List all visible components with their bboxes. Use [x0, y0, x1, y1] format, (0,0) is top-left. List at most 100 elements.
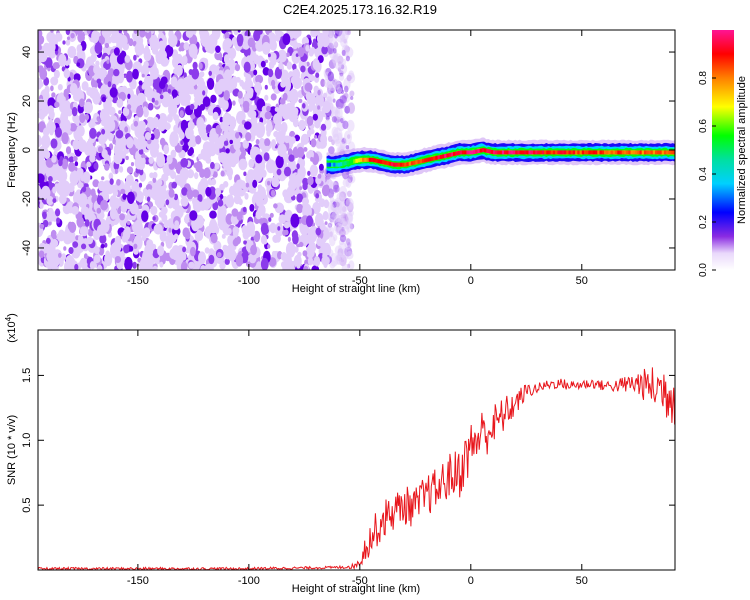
noise-speck [312, 58, 320, 70]
noise-speck [124, 257, 133, 270]
noise-speck [89, 127, 97, 139]
noise-speck [52, 186, 57, 194]
noise-speck [261, 41, 271, 55]
noise-speck [349, 90, 355, 97]
noise-speck [44, 85, 50, 94]
noise-speck [228, 173, 233, 181]
noise-speck [42, 219, 49, 228]
noise-speck [181, 55, 188, 65]
noise-speck [113, 68, 120, 77]
ridge-core-cell [424, 158, 427, 163]
noise-speck [244, 121, 252, 130]
noise-speck [48, 176, 53, 182]
noise-speck [97, 146, 103, 153]
noise-speck [161, 91, 171, 108]
x-tick-label: 50 [576, 275, 588, 287]
ridge-core-cell [548, 150, 552, 155]
noise-speck [65, 30, 71, 36]
y-tick-label: 0 [21, 147, 33, 153]
noise-speck [210, 161, 215, 170]
noise-speck [178, 47, 183, 52]
noise-speck [124, 55, 131, 63]
noise-speck [116, 179, 121, 186]
noise-speck [157, 245, 165, 257]
noise-speck [65, 146, 72, 155]
noise-speck [319, 222, 326, 231]
noise-speck [93, 64, 101, 75]
noise-speck [312, 201, 321, 215]
noise-speck [38, 188, 43, 197]
snr-exponent-label: (x104) [4, 313, 18, 343]
noise-speck [336, 86, 343, 94]
noise-speck [223, 196, 228, 201]
noise-speck [302, 103, 306, 109]
noise-speck [205, 128, 209, 134]
ridge-core-cell [468, 150, 472, 155]
noise-speck [289, 136, 296, 144]
noise-speck [48, 221, 52, 226]
noise-speck [223, 140, 229, 146]
ridge-core-cell [672, 150, 675, 155]
noise-speck [194, 230, 204, 242]
noise-speck [124, 181, 131, 189]
noise-speck [129, 202, 139, 215]
noise-speck [137, 193, 144, 203]
noise-speck [296, 193, 304, 203]
noise-speck [332, 127, 343, 144]
noise-speck [346, 213, 353, 223]
noise-speck [218, 62, 223, 68]
noise-speck [49, 168, 55, 175]
noise-speck [116, 54, 125, 65]
noise-speck [292, 76, 303, 90]
ridge-core-cell [448, 152, 452, 157]
noise-speck [170, 149, 177, 159]
noise-speck [195, 217, 200, 223]
spectrogram-y-axis-label: Frequency (Hz) [6, 112, 18, 188]
noise-speck [55, 208, 61, 217]
noise-speck [223, 90, 230, 101]
ridge-core-cell [442, 154, 445, 159]
ridge-core-cell [521, 150, 525, 155]
noise-speck [257, 204, 266, 216]
noise-speck [144, 132, 152, 141]
noise-speck [214, 162, 220, 170]
noise-speck [198, 251, 206, 265]
noise-speck [91, 30, 100, 44]
noise-speck [312, 38, 317, 44]
noise-speck [181, 187, 188, 196]
noise-speck [198, 77, 204, 84]
noise-speck [233, 30, 239, 36]
noise-speck [224, 258, 230, 265]
ridge-core-cell [464, 150, 467, 155]
noise-speck [56, 217, 61, 224]
ridge-core-cell [626, 150, 629, 155]
noise-speck [147, 102, 154, 111]
ridge-core-cell [406, 162, 410, 167]
noise-speck [48, 118, 53, 125]
noise-speck [339, 95, 348, 104]
noise-speck [39, 202, 44, 209]
noise-speck [249, 204, 255, 212]
noise-speck [339, 73, 345, 81]
noise-speck [215, 45, 221, 53]
noise-speck [47, 41, 56, 53]
noise-speck [296, 203, 304, 214]
noise-speck [45, 237, 51, 244]
noise-speck [144, 86, 154, 98]
noise-speck [250, 244, 257, 256]
noise-speck [95, 138, 99, 142]
noise-speck [345, 145, 350, 150]
noise-speck [302, 197, 309, 206]
ridge-core-cell [353, 159, 356, 164]
ridge-core-cell [635, 150, 638, 155]
ridge-core-cell [426, 157, 430, 162]
noise-speck [50, 85, 54, 92]
noise-speck [307, 248, 314, 258]
x-tick-label: -50 [352, 575, 368, 587]
noise-speck [127, 93, 131, 100]
noise-speck [154, 100, 159, 106]
ridge-core-cell [479, 148, 483, 153]
noise-speck [276, 130, 286, 145]
noise-speck [109, 87, 118, 98]
